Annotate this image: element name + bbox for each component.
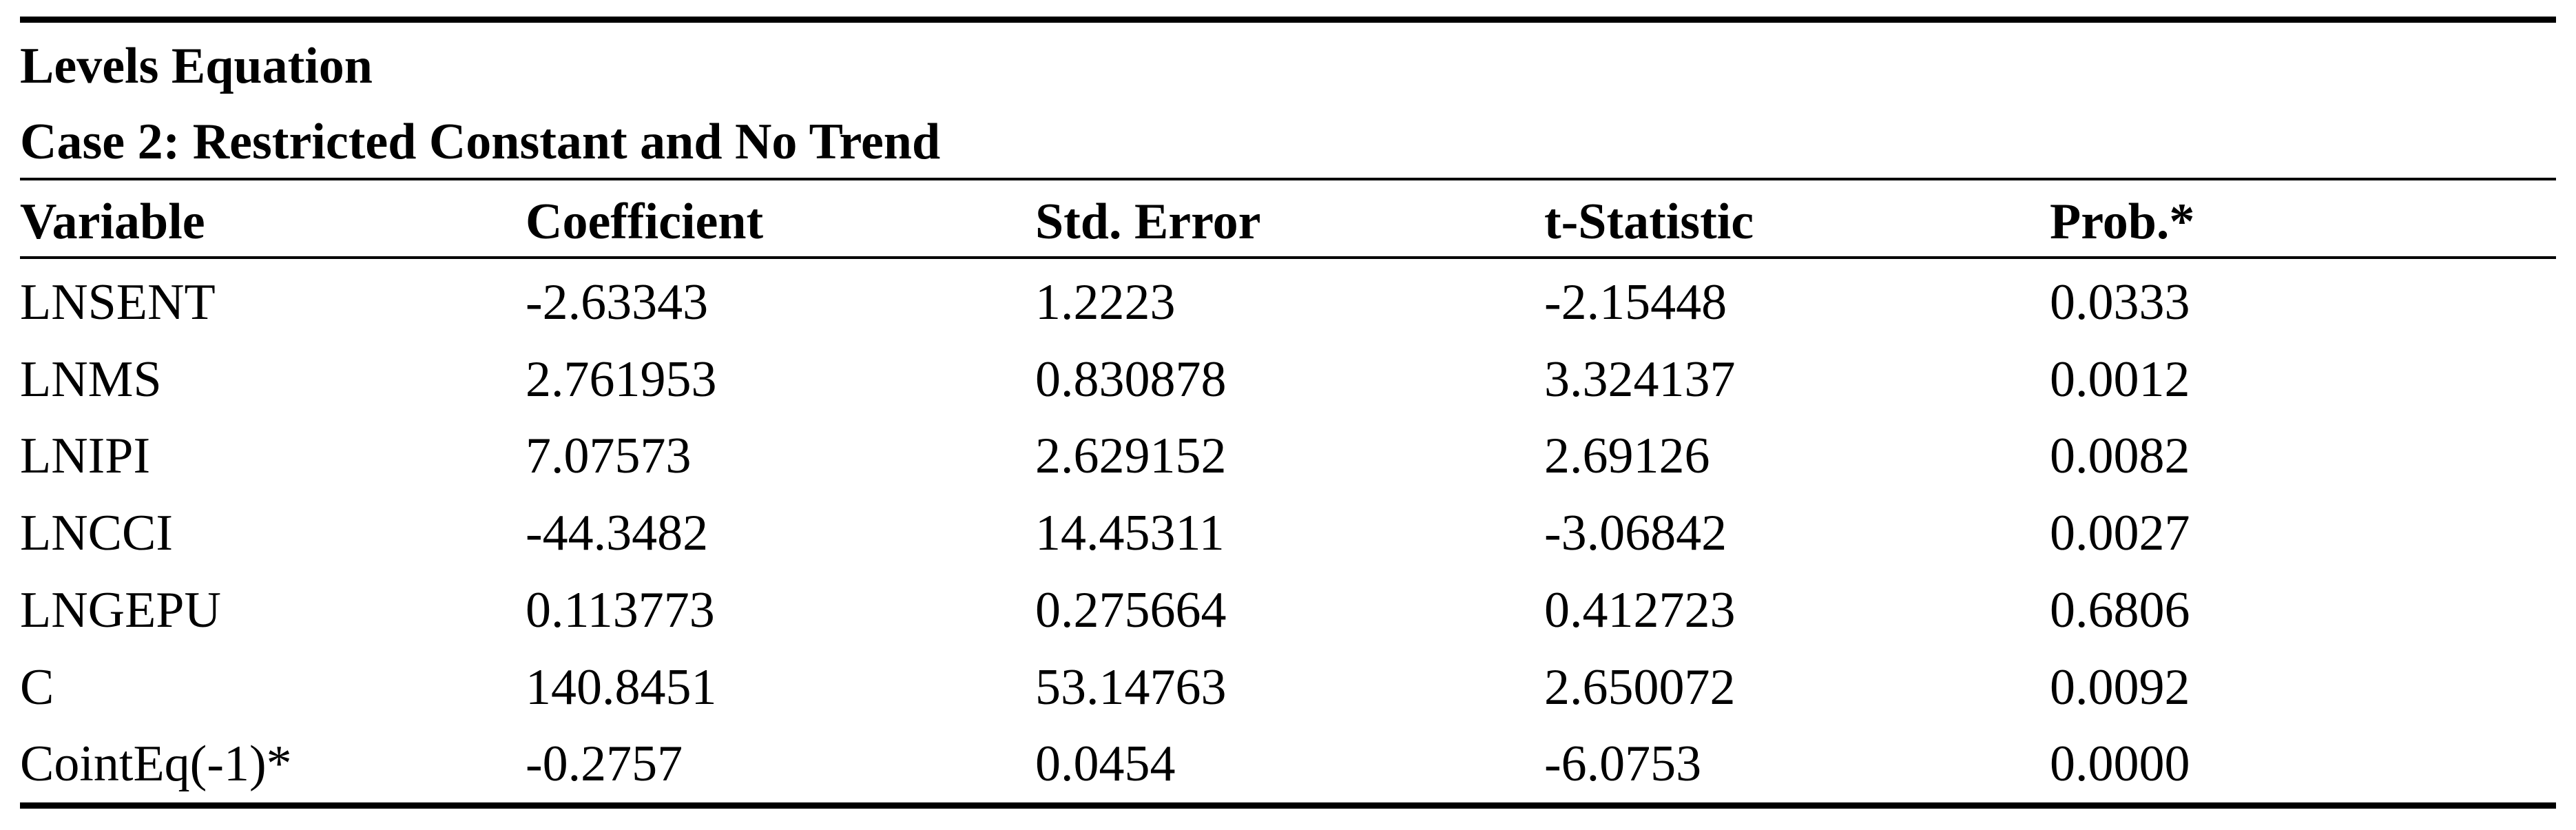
cell: 3.324137 — [1544, 351, 1736, 408]
row-label: C — [20, 658, 54, 716]
row-label: LNGEPU — [20, 581, 221, 639]
cell: 2.650072 — [1544, 658, 1736, 716]
row-label: LNSENT — [20, 274, 216, 331]
cell: -6.0753 — [1544, 736, 1702, 793]
column-header: Variable — [20, 194, 205, 250]
header-top-rule — [20, 178, 2556, 180]
cell: 0.0454 — [1035, 736, 1176, 793]
cell: 0.0000 — [2050, 736, 2190, 793]
cell: 7.07573 — [526, 428, 692, 485]
row-label: LNCCI — [20, 505, 173, 562]
cell: 0.830878 — [1035, 351, 1227, 408]
cell: 2.69126 — [1544, 428, 1710, 485]
table-title: Levels Equation — [20, 38, 373, 94]
cell: 1.2223 — [1035, 274, 1176, 331]
table-subtitle: Case 2: Restricted Constant and No Trend — [20, 114, 941, 170]
column-header: Std. Error — [1035, 194, 1261, 250]
cell: 0.0027 — [2050, 505, 2190, 562]
row-label: LNIPI — [20, 428, 151, 485]
cell: 53.14763 — [1035, 658, 1227, 716]
header-bottom-rule — [20, 256, 2556, 259]
cell: -2.15448 — [1544, 274, 1727, 331]
cell: 0.6806 — [2050, 581, 2190, 639]
row-label: LNMS — [20, 351, 162, 408]
cell: 2.761953 — [526, 351, 717, 408]
cell: -44.3482 — [526, 505, 709, 562]
cell: 0.113773 — [526, 581, 715, 639]
cell: -2.63343 — [526, 274, 709, 331]
cell: 14.45311 — [1035, 505, 1225, 562]
row-label: CointEq(-1)* — [20, 736, 292, 793]
cell: 0.0333 — [2050, 274, 2190, 331]
column-header: t-Statistic — [1544, 194, 1754, 250]
top-rule — [20, 17, 2556, 23]
bottom-rule — [20, 802, 2556, 809]
cell: 140.8451 — [526, 658, 717, 716]
cell: 2.629152 — [1035, 428, 1227, 485]
cell: -0.2757 — [526, 736, 683, 793]
cell: 0.412723 — [1544, 581, 1736, 639]
column-header: Prob.* — [2050, 194, 2195, 250]
cell: 0.275664 — [1035, 581, 1227, 639]
cell: 0.0082 — [2050, 428, 2190, 485]
column-header: Coefficient — [526, 194, 764, 250]
cell: 0.0092 — [2050, 658, 2190, 716]
cell: 0.0012 — [2050, 351, 2190, 408]
cell: -3.06842 — [1544, 505, 1727, 562]
